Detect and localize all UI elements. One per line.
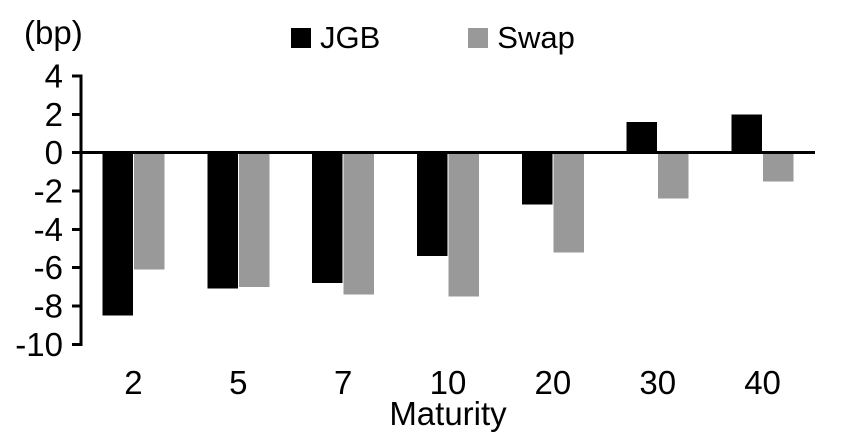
bar-swap-30 xyxy=(658,152,689,199)
bar-jgb-7 xyxy=(312,152,343,283)
bar-swap-20 xyxy=(553,152,584,253)
bar-swap-2 xyxy=(133,152,165,270)
y-tick-label: -6 xyxy=(34,249,63,286)
y-tick-label: -8 xyxy=(34,287,63,324)
legend: JGB Swap xyxy=(291,22,575,53)
y-tick-label: -10 xyxy=(15,326,63,363)
bar-swap-10 xyxy=(448,152,479,297)
bar-jgb-5 xyxy=(207,152,238,289)
x-tick-label-2: 2 xyxy=(124,364,142,401)
x-tick-label-5: 5 xyxy=(229,364,247,401)
y-tick-label: 0 xyxy=(45,134,63,171)
x-tick-label-30: 30 xyxy=(639,364,676,401)
bar-jgb-10 xyxy=(417,152,448,257)
legend-label-jgb: JGB xyxy=(320,20,381,55)
y-tick-label: 2 xyxy=(45,96,63,133)
bar-swap-5 xyxy=(238,152,270,287)
bar-jgb-2 xyxy=(102,152,133,316)
bar-jgb-40 xyxy=(731,114,763,153)
x-tick-label-20: 20 xyxy=(534,364,571,401)
y-axis-unit-label: (bp) xyxy=(24,14,83,51)
x-tick-label-7: 7 xyxy=(334,364,352,401)
legend-swatch-swap xyxy=(468,27,489,48)
bar-jgb-30 xyxy=(626,121,658,153)
bar-jgb-20 xyxy=(521,152,553,205)
x-tick-label-40: 40 xyxy=(744,364,781,401)
legend-swatch-jgb xyxy=(291,27,311,48)
x-axis-title: Maturity xyxy=(389,395,507,432)
bar-swap-7 xyxy=(343,152,375,295)
y-tick-label: 4 xyxy=(45,57,63,94)
bar-swap-40 xyxy=(763,152,794,182)
y-tick-label: -4 xyxy=(34,211,63,248)
legend-label-swap: Swap xyxy=(497,20,575,55)
x-tick-label-10: 10 xyxy=(430,364,467,401)
y-tick-label: -2 xyxy=(34,172,63,209)
